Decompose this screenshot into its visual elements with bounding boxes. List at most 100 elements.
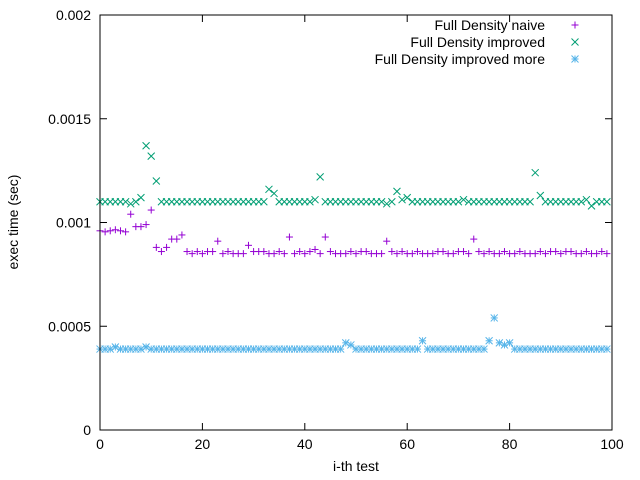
data-point xyxy=(403,193,412,202)
data-point xyxy=(275,248,283,256)
data-point xyxy=(183,248,191,256)
data-point xyxy=(536,191,545,200)
x-tick-label: 60 xyxy=(399,436,415,452)
data-point xyxy=(603,197,611,206)
data-point xyxy=(490,314,499,322)
data-point xyxy=(516,248,524,256)
x-tick-label: 40 xyxy=(297,436,313,452)
legend-label: Full Density improved more xyxy=(375,51,546,67)
data-point xyxy=(485,248,493,256)
data-point xyxy=(127,210,135,218)
data-point xyxy=(142,221,150,229)
plot-border xyxy=(99,14,613,431)
data-point xyxy=(378,250,386,258)
data-point xyxy=(593,250,601,258)
y-tick-label: 0.0005 xyxy=(48,318,91,334)
data-point xyxy=(567,248,575,256)
x-tick-label: 0 xyxy=(96,436,104,452)
data-point xyxy=(429,250,437,258)
data-point xyxy=(336,345,345,353)
data-point xyxy=(495,338,504,347)
data-point xyxy=(480,345,488,353)
data-point xyxy=(377,197,386,206)
data-point xyxy=(418,336,427,345)
data-point xyxy=(193,248,201,256)
data-point xyxy=(413,248,421,256)
data-point xyxy=(198,250,206,258)
data-point xyxy=(603,345,611,353)
data-point xyxy=(393,187,401,196)
data-point xyxy=(296,248,304,256)
data-point xyxy=(387,197,396,206)
data-point xyxy=(388,248,396,256)
data-point xyxy=(582,248,590,256)
data-point xyxy=(557,250,565,258)
data-point xyxy=(101,228,109,236)
data-point xyxy=(505,338,514,347)
data-point xyxy=(214,237,222,245)
data-point xyxy=(413,345,422,353)
data-point xyxy=(142,141,150,150)
x-tick-label: 80 xyxy=(502,436,518,452)
data-point xyxy=(598,248,606,256)
data-point xyxy=(347,248,355,256)
data-point xyxy=(511,250,519,258)
data-point xyxy=(270,250,278,258)
data-point xyxy=(311,195,319,204)
data-point xyxy=(152,243,160,251)
data-point xyxy=(147,152,156,160)
data-point xyxy=(239,250,247,258)
axis-ticks xyxy=(99,14,613,431)
data-point xyxy=(531,168,540,177)
data-point xyxy=(188,250,196,258)
data-point xyxy=(398,248,406,256)
data-point xyxy=(603,250,611,258)
tick-labels: 0 20 40 60 80 100 0 0.0005 0.001 0.0015 0.002 xyxy=(48,7,624,452)
data-point xyxy=(449,250,457,258)
data-point xyxy=(465,250,473,258)
data-point xyxy=(460,248,468,256)
data-points xyxy=(96,141,611,353)
data-point xyxy=(321,233,329,241)
data-point xyxy=(393,250,401,258)
data-point xyxy=(131,197,140,206)
data-point xyxy=(137,223,145,231)
data-point xyxy=(259,197,268,206)
data-point xyxy=(157,248,165,256)
data-point xyxy=(577,197,586,206)
data-point xyxy=(122,228,130,236)
data-point xyxy=(291,250,299,258)
data-point xyxy=(500,248,508,256)
data-point xyxy=(316,172,325,181)
data-point xyxy=(408,250,416,258)
data-point xyxy=(485,336,493,345)
legend-label: Full Density improved xyxy=(410,34,545,50)
data-point xyxy=(163,243,171,251)
series-2 xyxy=(96,141,611,210)
data-point xyxy=(459,195,468,204)
data-point xyxy=(121,197,130,206)
data-point xyxy=(587,202,596,210)
data-point xyxy=(111,226,119,234)
data-point xyxy=(475,248,483,256)
data-point xyxy=(582,195,591,204)
data-point xyxy=(224,248,232,256)
legend-marker xyxy=(571,55,579,63)
data-point xyxy=(173,235,181,243)
data-point xyxy=(541,250,549,258)
data-point xyxy=(577,250,585,258)
data-point xyxy=(352,250,360,258)
x-tick-label: 20 xyxy=(195,436,211,452)
legend-marker xyxy=(571,38,579,46)
data-point xyxy=(306,248,314,256)
data-point xyxy=(342,250,350,258)
y-tick-label: 0.001 xyxy=(56,215,91,231)
data-point xyxy=(219,250,227,258)
data-point xyxy=(209,248,217,256)
data-point xyxy=(260,248,268,256)
legend-marker xyxy=(571,21,579,29)
data-point xyxy=(536,248,544,256)
data-point xyxy=(178,231,186,239)
data-point xyxy=(137,193,145,202)
